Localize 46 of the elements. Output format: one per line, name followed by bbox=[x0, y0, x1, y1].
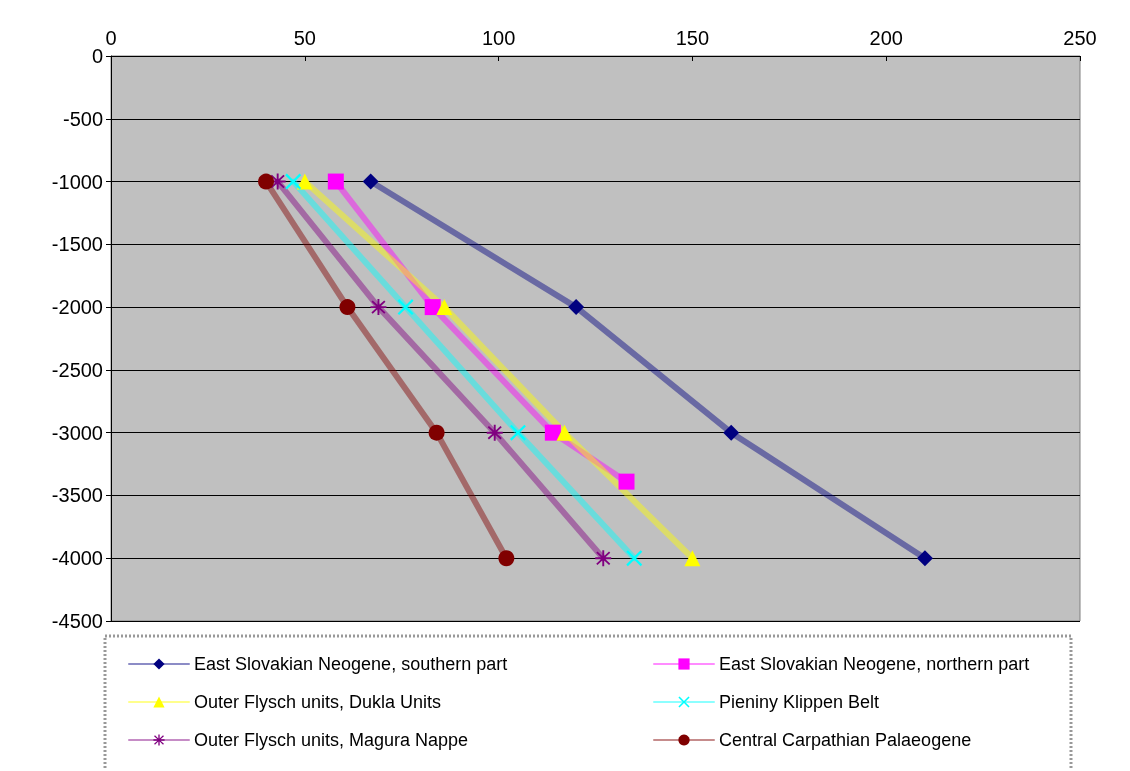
y-tick-label: -3500 bbox=[51, 484, 103, 507]
x-tick-label: 0 bbox=[105, 27, 117, 49]
y-tick-label: 0 bbox=[91, 45, 103, 67]
x-tick-label: 100 bbox=[481, 27, 516, 49]
y-tick-label: -3000 bbox=[51, 421, 103, 444]
y-tick-label: -2500 bbox=[51, 358, 103, 381]
point bbox=[916, 550, 933, 567]
x-tick-label: 150 bbox=[675, 27, 710, 49]
y-tick-label: -1000 bbox=[51, 170, 103, 193]
point bbox=[258, 173, 275, 190]
point bbox=[626, 550, 643, 567]
point bbox=[684, 550, 701, 567]
point bbox=[556, 424, 573, 441]
point bbox=[269, 173, 286, 190]
x-tick-label: 200 bbox=[869, 27, 903, 49]
legend-label: Pieniny Klippen Belt bbox=[719, 692, 880, 712]
legend-label: East Slovakian Neogene, southern part bbox=[194, 654, 508, 674]
point bbox=[544, 424, 561, 441]
point bbox=[595, 550, 612, 567]
point bbox=[370, 299, 387, 316]
y-tick-label: -1500 bbox=[51, 233, 103, 256]
point bbox=[509, 424, 526, 441]
legend-label: Outer Flysch units, Dukla Units bbox=[194, 692, 442, 712]
legend-label: East Slovakian Neogene, northern part bbox=[719, 654, 1030, 674]
legend-label: Central Carpathian Palaeogene bbox=[719, 730, 972, 750]
point bbox=[285, 173, 302, 190]
point bbox=[568, 299, 585, 316]
point bbox=[339, 299, 356, 316]
point bbox=[486, 424, 503, 441]
y-tick-label: -500 bbox=[62, 107, 103, 130]
point bbox=[397, 299, 414, 316]
point bbox=[327, 173, 344, 190]
x-tick-label: 50 bbox=[293, 27, 316, 49]
x-tick-label: 250 bbox=[1063, 27, 1097, 49]
legend-label: Outer Flysch units, Magura Nappe bbox=[194, 730, 469, 750]
point bbox=[428, 424, 445, 441]
point bbox=[498, 550, 515, 567]
y-tick-label: -4000 bbox=[51, 547, 103, 570]
y-tick-label: -2000 bbox=[51, 296, 103, 319]
point bbox=[723, 424, 740, 441]
point bbox=[296, 173, 313, 190]
point bbox=[618, 473, 635, 490]
point bbox=[424, 299, 441, 316]
y-tick-label: -4500 bbox=[51, 610, 103, 632]
point bbox=[436, 299, 453, 316]
point bbox=[362, 173, 379, 190]
